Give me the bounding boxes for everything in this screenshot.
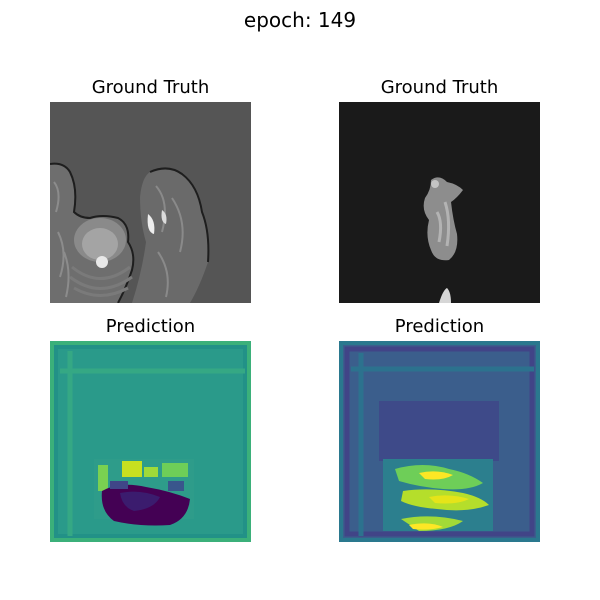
prediction-map-graphic xyxy=(50,341,251,542)
prediction-map-image xyxy=(339,341,540,542)
panel-title: Ground Truth xyxy=(380,77,499,98)
prediction-map-graphic xyxy=(339,341,540,542)
mri-mask-image xyxy=(339,102,540,303)
mri-mask-graphic xyxy=(339,102,540,303)
figure-title: epoch: 149 xyxy=(243,8,357,32)
panel-title: Prediction xyxy=(105,316,196,337)
panel-ground-truth-left: Ground Truth xyxy=(50,75,251,303)
mri-slice-image xyxy=(50,102,251,303)
panel-title: Ground Truth xyxy=(91,77,210,98)
panel-ground-truth-right: Ground Truth xyxy=(339,75,540,303)
prediction-map-image xyxy=(50,341,251,542)
panel-prediction-right: Prediction xyxy=(339,314,540,542)
panel-title: Prediction xyxy=(394,316,485,337)
panel-prediction-left: Prediction xyxy=(50,314,251,542)
mri-slice-graphic xyxy=(50,102,251,303)
